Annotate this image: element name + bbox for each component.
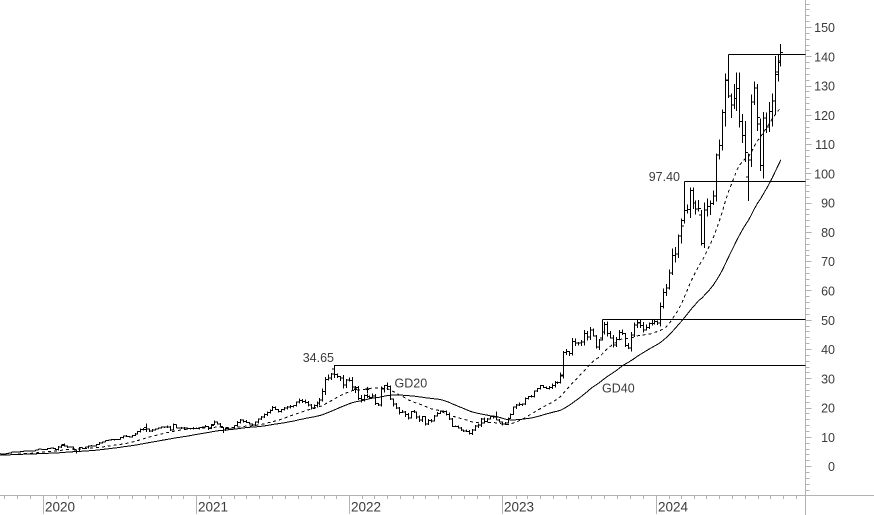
- svg-text:20: 20: [821, 402, 835, 416]
- svg-text:40: 40: [821, 343, 835, 357]
- svg-text:2021: 2021: [198, 500, 228, 515]
- svg-text:150: 150: [814, 21, 835, 35]
- svg-text:130: 130: [814, 80, 835, 94]
- svg-text:2020: 2020: [45, 500, 75, 515]
- svg-text:97.40: 97.40: [649, 170, 680, 184]
- svg-text:110: 110: [815, 138, 835, 152]
- svg-text:34.65: 34.65: [303, 351, 334, 365]
- svg-text:2022: 2022: [351, 500, 381, 515]
- svg-text:10: 10: [821, 431, 835, 445]
- svg-text:90: 90: [821, 197, 835, 211]
- svg-text:80: 80: [821, 226, 835, 240]
- svg-text:140: 140: [814, 50, 835, 64]
- svg-text:70: 70: [821, 255, 835, 269]
- svg-text:2023: 2023: [504, 500, 534, 515]
- svg-text:100: 100: [814, 167, 835, 181]
- svg-text:0: 0: [828, 460, 835, 474]
- svg-text:2024: 2024: [658, 500, 689, 515]
- svg-text:30: 30: [821, 372, 835, 386]
- svg-text:50: 50: [821, 314, 835, 328]
- svg-text:GD20: GD20: [395, 377, 428, 391]
- svg-text:60: 60: [821, 285, 835, 299]
- svg-text:GD40: GD40: [602, 382, 635, 396]
- svg-text:120: 120: [814, 109, 835, 123]
